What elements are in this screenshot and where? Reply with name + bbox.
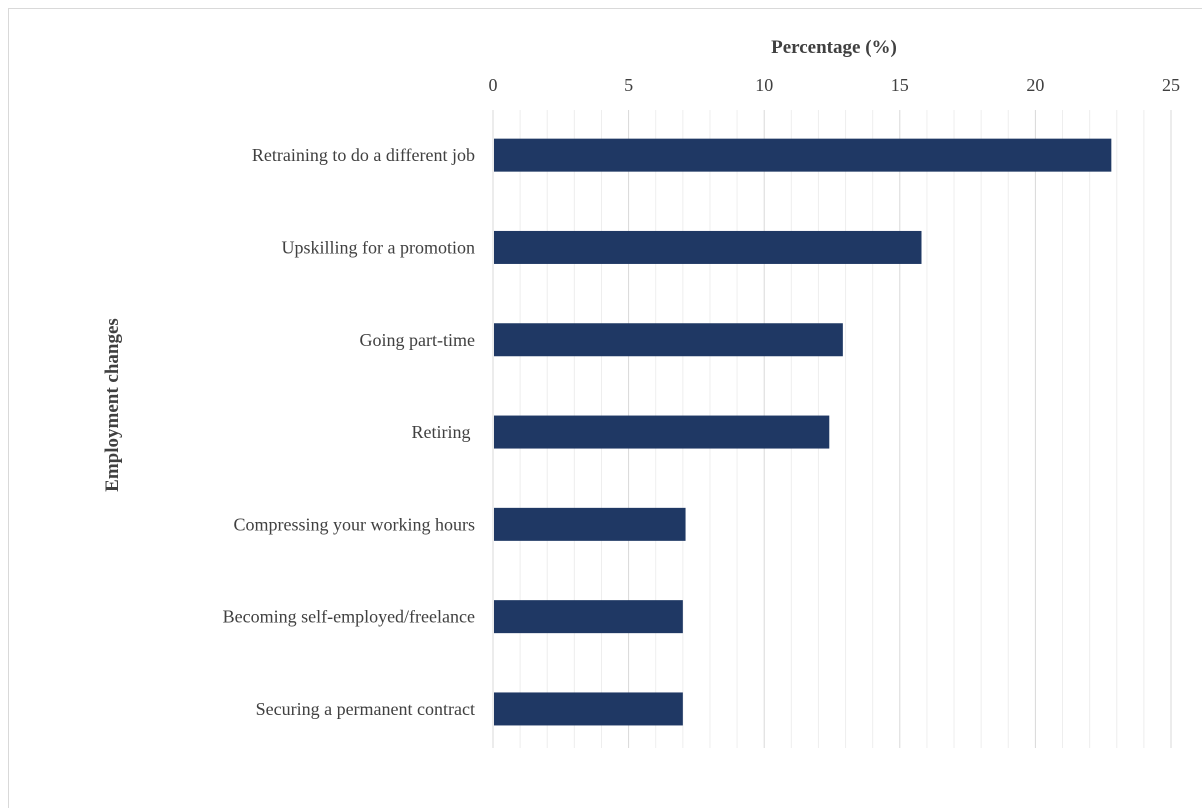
bar [494,323,843,357]
x-tick-label: 5 [624,75,633,95]
bar [494,415,830,449]
category-label: Becoming self-employed/freelance [223,607,475,627]
category-label: Retraining to do a different job [252,145,475,165]
category-label: Compressing your working hours [234,514,476,534]
category-label: Retiring [412,422,476,442]
bar [494,507,686,541]
category-label: Securing a permanent contract [256,699,475,719]
x-axis-title: Percentage (%) [771,37,897,58]
x-tick-label: 20 [1026,75,1044,95]
bar [494,692,683,726]
bar [494,230,922,264]
bar [494,138,1112,172]
x-tick-label: 0 [489,75,498,95]
bar [494,600,683,634]
category-labels: Retraining to do a different job Upskilli… [223,145,475,719]
bars [494,138,1112,726]
chart-frame [8,8,1202,808]
category-label: Going part-time [360,330,475,350]
x-tick-label: 25 [1162,75,1180,95]
category-label: Upskilling for a promotion [282,237,475,257]
x-tick-label: 10 [755,75,773,95]
y-axis-title: Employment changes [102,318,123,492]
x-tick-labels: 0 5 10 15 20 25 [489,75,1181,95]
x-tick-label: 15 [891,75,909,95]
